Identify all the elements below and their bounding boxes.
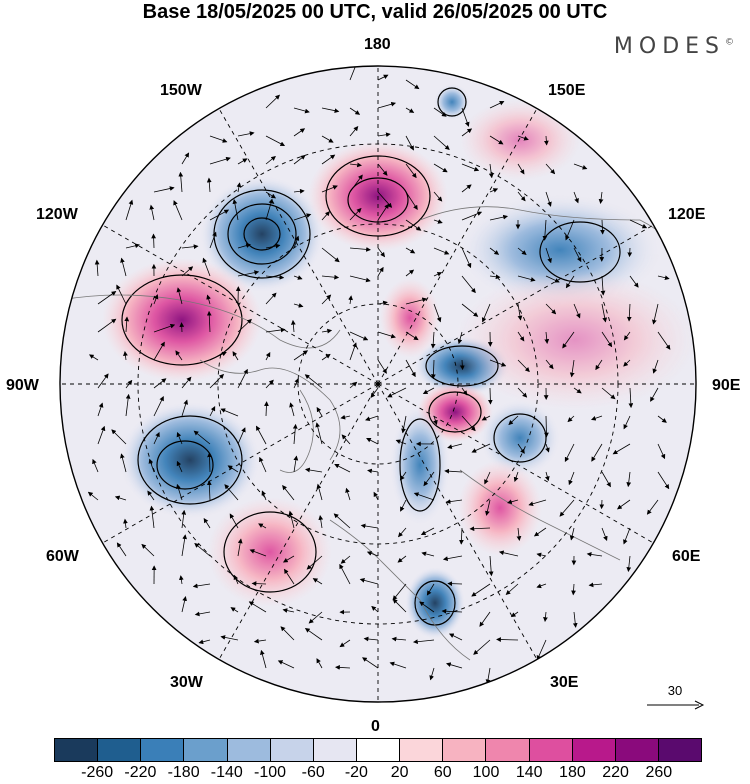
lon-label-150e: 150E bbox=[548, 82, 585, 100]
lon-label-180: 180 bbox=[364, 36, 391, 54]
lon-label-150w: 150W bbox=[160, 82, 202, 100]
colorbar-segment bbox=[486, 739, 529, 761]
colorbar-tick-label: 220 bbox=[602, 764, 629, 782]
colorbar-ticks: -260 -220 -180 -140 -100 -60 -20 20 60 100 140 180 2… bbox=[0, 764, 750, 784]
reference-vector-label: 30 bbox=[645, 683, 705, 698]
lon-label-30w: 30W bbox=[170, 674, 203, 692]
anomaly-low-20e bbox=[405, 567, 465, 639]
lon-label-0: 0 bbox=[371, 718, 380, 736]
colorbar-tick-label: 60 bbox=[434, 764, 452, 782]
colorbar-segment bbox=[55, 739, 98, 761]
anomaly-low-30e-north bbox=[390, 405, 450, 525]
colorbar-tick-label: 180 bbox=[559, 764, 586, 782]
wind-vector bbox=[546, 416, 547, 437]
colorbar-segment bbox=[530, 739, 573, 761]
colorbar-segment bbox=[659, 739, 701, 761]
colorbar-segment bbox=[616, 739, 659, 761]
anomaly-low-70w bbox=[120, 402, 260, 518]
colorbar-tick-label: -180 bbox=[168, 764, 200, 782]
anomaly-high-45w bbox=[208, 497, 332, 607]
wind-vector bbox=[497, 639, 518, 640]
colorbar-segment bbox=[184, 739, 227, 761]
colorbar-tick-label: 260 bbox=[645, 764, 672, 782]
colorbar-tick-label: 140 bbox=[516, 764, 543, 782]
lon-label-60w: 60W bbox=[46, 548, 79, 566]
lon-label-30e: 30E bbox=[550, 674, 578, 692]
colorbar-segment bbox=[228, 739, 271, 761]
lon-label-90w: 90W bbox=[6, 377, 39, 395]
lon-label-120w: 120W bbox=[36, 206, 78, 224]
colorbar bbox=[54, 738, 702, 762]
colorbar-tick-label: -260 bbox=[81, 764, 113, 782]
colorbar-segment bbox=[98, 739, 141, 761]
colorbar-segment bbox=[314, 739, 357, 761]
colorbar-segment bbox=[357, 739, 400, 761]
anomaly-high-150e-north bbox=[380, 278, 440, 358]
lon-label-60e: 60E bbox=[672, 548, 700, 566]
colorbar-segment bbox=[400, 739, 443, 761]
colorbar-segment bbox=[573, 739, 616, 761]
colorbar-tick-label: -220 bbox=[124, 764, 156, 782]
colorbar-tick-label: -60 bbox=[302, 764, 325, 782]
colorbar-segment bbox=[141, 739, 184, 761]
reference-arrow-icon bbox=[645, 698, 705, 712]
anomaly-high-60e bbox=[458, 460, 542, 556]
colorbar-tick-label: -140 bbox=[211, 764, 243, 782]
lon-label-120e: 120E bbox=[668, 206, 705, 224]
anomaly-high-110w bbox=[102, 258, 262, 382]
colorbar-segment bbox=[271, 739, 314, 761]
colorbar-tick-label: 20 bbox=[391, 764, 409, 782]
colorbar-tick-label: -100 bbox=[254, 764, 286, 782]
colorbar-tick-label: 100 bbox=[473, 764, 500, 782]
lon-label-90e: 90E bbox=[712, 377, 740, 395]
reference-vector: 30 bbox=[645, 683, 705, 717]
colorbar-segment bbox=[443, 739, 486, 761]
colorbar-tick-label: -20 bbox=[345, 764, 368, 782]
wind-vector bbox=[153, 234, 154, 248]
polar-map bbox=[0, 0, 750, 735]
